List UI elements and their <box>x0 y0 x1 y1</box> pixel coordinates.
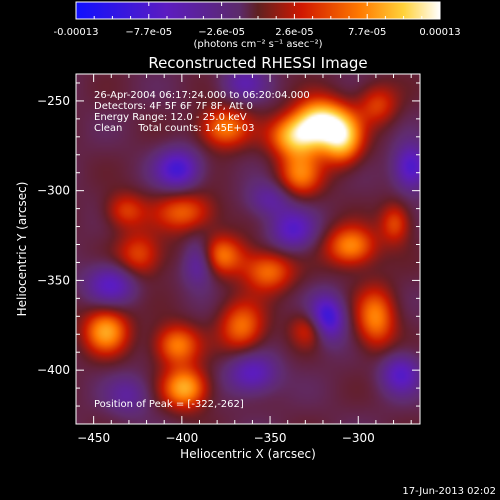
x-tick-label: −350 <box>254 431 287 445</box>
x-tick-label: −300 <box>342 431 375 445</box>
y-tick-label: −250 <box>37 94 70 108</box>
plot-frame <box>75 73 421 425</box>
footer-date: 17-Jun-2013 02:02 <box>402 486 496 497</box>
y-axis-ticks: −250 −300 −350 −400 <box>37 82 420 425</box>
colorbar-tick-label: −7.7e-05 <box>125 27 172 38</box>
x-tick-label: −400 <box>165 431 198 445</box>
detectors-annotation: Detectors: 4F 5F 6F 7F 8F, Att 0 <box>94 101 253 112</box>
y-tick-label: −350 <box>37 273 70 287</box>
heatmap <box>76 74 420 424</box>
peak-position-annotation: Position of Peak = [-322,-262] <box>94 399 244 410</box>
method-counts-annotation: Clean Total counts: 1.45E+03 <box>94 123 254 134</box>
colorbar-tick-label: -0.00013 <box>54 27 99 38</box>
colorbar-gradient <box>76 2 440 19</box>
y-axis-label: Heliocentric Y (arcsec) <box>15 182 29 317</box>
colorbar-tick-label: 7.7e-05 <box>348 27 386 38</box>
x-axis-label: Heliocentric X (arcsec) <box>180 447 316 461</box>
y-tick-label: −300 <box>37 184 70 198</box>
colorbar-tick-label: 2.6e-05 <box>275 27 313 38</box>
colorbar-tick-labels: -0.00013 −7.7e-05 −2.6e-05 2.6e-05 7.7e-05 0.… <box>54 27 461 38</box>
colorbar-units: (photons cm⁻² s⁻¹ asec⁻²) <box>193 39 322 50</box>
time-range-annotation: 26-Apr-2004 06:17:24.000 to 06:20:04.000 <box>94 90 310 101</box>
heatmap-image <box>76 74 420 424</box>
info-annotations: 26-Apr-2004 06:17:24.000 to 06:20:04.000… <box>94 90 310 134</box>
colorbar-tick-label: −2.6e-05 <box>198 27 245 38</box>
energy-range-annotation: Energy Range: 12.0 - 25.0 keV <box>94 112 247 123</box>
colorbar-tick-label: 0.00013 <box>419 27 460 38</box>
colorbar-ticks <box>75 2 441 19</box>
colorbar: -0.00013 −7.7e-05 −2.6e-05 2.6e-05 7.7e-05 0.… <box>54 1 461 50</box>
y-tick-label: −400 <box>37 363 70 377</box>
x-axis-ticks: −450 −400 −350 −300 <box>75 74 412 445</box>
x-tick-label: −450 <box>77 431 110 445</box>
chart-title: Reconstructed RHESSI Image <box>148 54 367 72</box>
